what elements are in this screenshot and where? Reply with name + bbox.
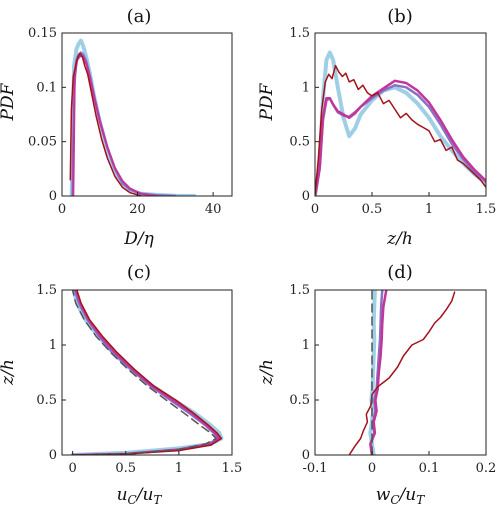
- panel-d-ytick-label: 0: [302, 448, 310, 463]
- panel-b-plot: 0 0.5 1 1.5 0 0.5 1 1.5: [289, 26, 496, 217]
- panel-b-ylabel: PDF: [257, 82, 277, 121]
- panel-b-ytick-label: 1: [302, 80, 310, 95]
- panel-d-xtick-label: 0.1: [419, 461, 440, 476]
- panel-d-xtick-label: -0.1: [302, 461, 327, 476]
- panel-d-xlabel: wC/uT: [376, 485, 425, 506]
- panel-c-ytick-label: 1.5: [36, 283, 57, 298]
- panel-a-frame: [61, 32, 233, 197]
- panel-d-ylabel: z/h: [257, 359, 277, 386]
- panel-a-xlabel: D/η: [123, 229, 154, 249]
- panel-a-ytick-label: 0.05: [28, 135, 57, 150]
- panel-c-xtick-label: 1: [175, 461, 183, 476]
- panel-c-series-group: [70, 290, 224, 455]
- panel-c-ytick-label: 0: [49, 448, 57, 463]
- panel-a-ylabel: PDF: [0, 82, 18, 121]
- panel-c-series-4: [71, 290, 217, 455]
- panel-c-series-0: [70, 290, 224, 455]
- panel-b-xlabel: z/h: [386, 229, 413, 249]
- panel-a-ytick-label: 0.1: [36, 80, 57, 95]
- panel-a-series-2: [72, 54, 158, 196]
- panel-b-xtick-label: 0.5: [362, 202, 383, 217]
- panel-d-plot: -0.1 0 0.1 0.200.511.5: [289, 283, 496, 476]
- panel-d-xtick-label: 0: [368, 461, 376, 476]
- panel-b-series-0: [315, 50, 486, 196]
- panel-b-ytick-label: 1.5: [289, 26, 310, 41]
- panel-d-frame: [314, 289, 487, 456]
- panel-a-xtick-label: 0: [58, 202, 66, 217]
- panel-c-xlabel: uC/uT: [117, 485, 163, 506]
- panel-c-plot: 0 0.5 1 1.5 0 0.5 1 1.5: [36, 283, 242, 476]
- panel-a-title: (a): [127, 6, 152, 27]
- panel-c-series-3: [71, 290, 223, 455]
- panel-c-series-1: [71, 290, 220, 455]
- panel-c-title: (c): [127, 262, 151, 283]
- panel-d-xtick-label: 0.2: [476, 461, 497, 476]
- panel-a-series-3: [69, 52, 143, 196]
- panel-a-ytick-label: 0: [49, 189, 57, 204]
- panel-b-series-group: [315, 50, 486, 196]
- panel-c-ytick-label: 1: [49, 338, 57, 353]
- panel-c-xtick-label: 0.5: [115, 461, 136, 476]
- panel-b-frame: [314, 32, 487, 197]
- panel-c-xtick-label: 0: [68, 461, 76, 476]
- panel-c-series-2: [71, 290, 221, 455]
- panel-b-title: (b): [387, 6, 413, 27]
- panel-d-ytick-label: 1.5: [289, 283, 310, 298]
- panel-b-ytick-label: 0: [302, 189, 310, 204]
- panel-b-series-2: [315, 79, 486, 196]
- panel-d-series-group: [348, 290, 456, 455]
- panel-a-ytick-label: 0.15: [28, 26, 57, 41]
- panel-a-plot: 0 20 40 0 0.05 0.1 0.15: [28, 26, 233, 217]
- panel-d-series-3: [348, 291, 456, 455]
- panel-c-xtick-label: 1.5: [222, 461, 243, 476]
- panel-d-series-2: [369, 290, 388, 455]
- panel-a-xtick-label: 20: [129, 202, 146, 217]
- panel-b-ytick-label: 0.5: [289, 135, 310, 150]
- panel-a-series-0: [69, 38, 197, 196]
- panel-d-ytick-label: 0.5: [289, 393, 310, 408]
- panel-d-ytick-label: 1: [302, 338, 310, 353]
- panel-d-title: (d): [387, 262, 413, 283]
- panel-b-xtick-label: 0: [311, 202, 319, 217]
- panel-b-series-3: [315, 64, 486, 196]
- panel-a-xtick-label: 40: [205, 202, 222, 217]
- panel-c-ytick-label: 0.5: [36, 393, 57, 408]
- panel-b-xtick-label: 1.5: [476, 202, 497, 217]
- panel-c-ylabel: z/h: [0, 359, 18, 386]
- panel-c-frame: [61, 289, 233, 456]
- panel-b-xtick-label: 1: [425, 202, 433, 217]
- panel-a-series-group: [69, 38, 197, 196]
